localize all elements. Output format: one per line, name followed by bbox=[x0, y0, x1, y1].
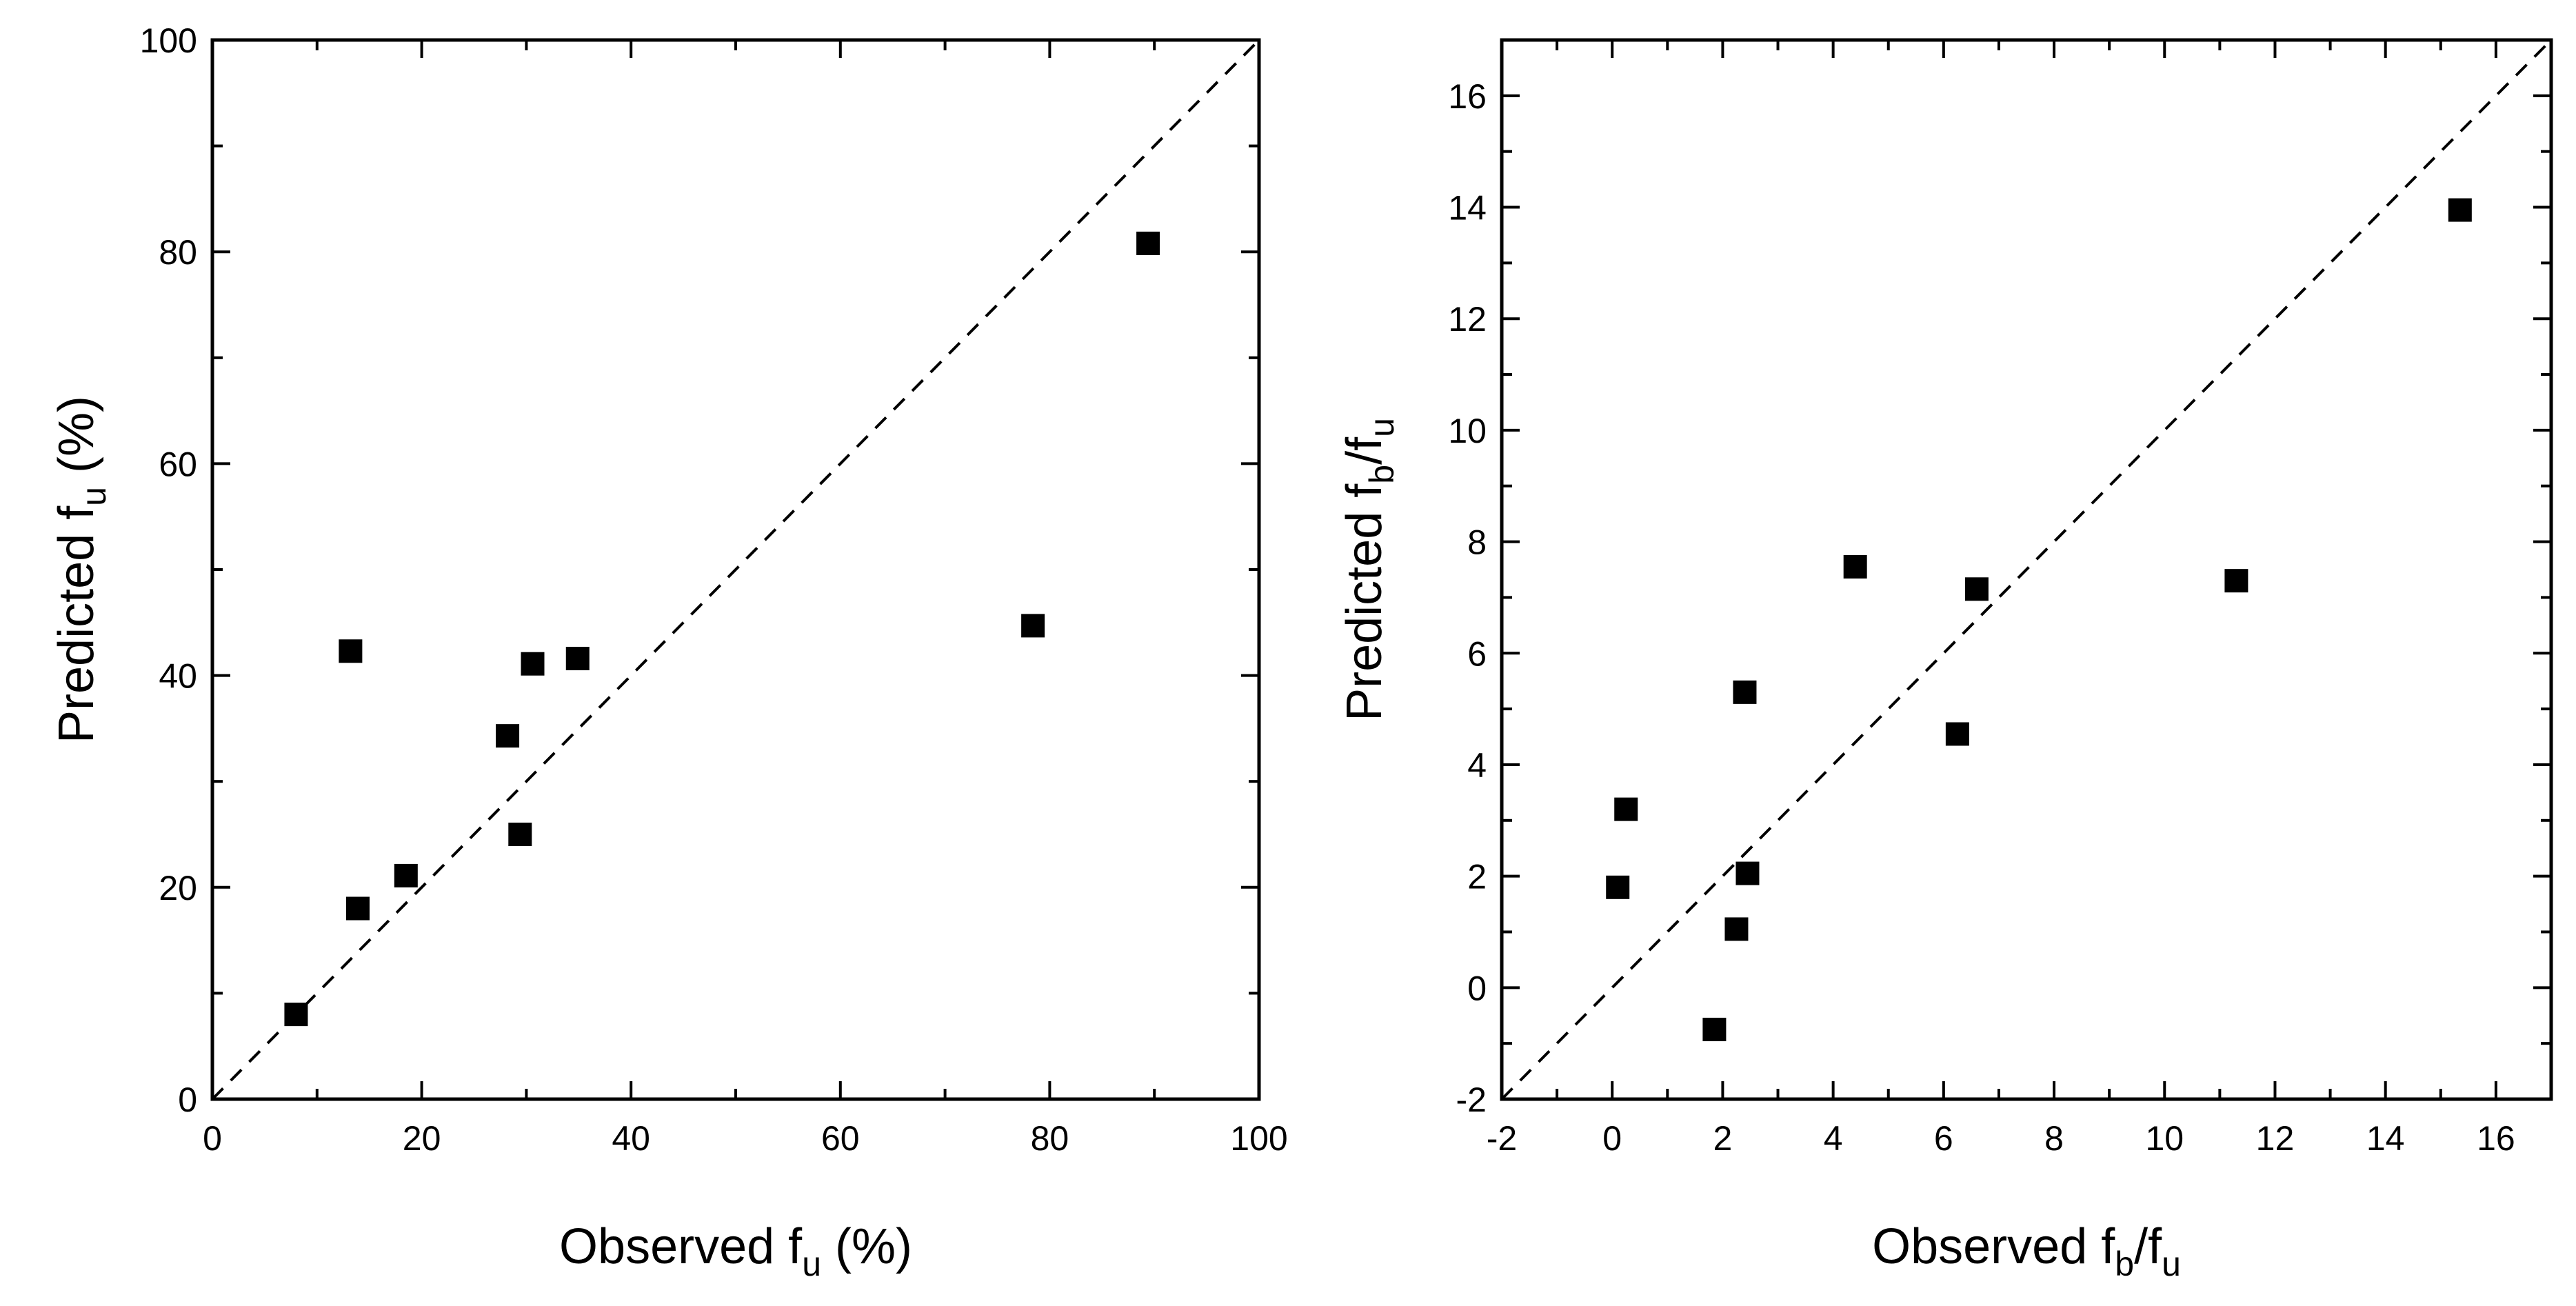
left-chart-plot-frame bbox=[210, 38, 1261, 1101]
right-x-tick-label: 8 bbox=[2044, 1119, 2064, 1158]
left-data-point bbox=[508, 823, 532, 846]
right-x-tick-label: -2 bbox=[1487, 1119, 1517, 1158]
right-x-tick-label: 16 bbox=[2477, 1119, 2515, 1158]
left-data-point bbox=[339, 639, 363, 663]
left-x-label-main: Observed f bbox=[559, 1219, 803, 1274]
right-data-point bbox=[2448, 198, 2472, 222]
left-data-point bbox=[394, 863, 418, 887]
right-x-tick-label: 2 bbox=[1713, 1119, 1733, 1158]
left-y-tick-label: 20 bbox=[159, 869, 197, 907]
right-x-tick-label: 14 bbox=[2366, 1119, 2405, 1158]
right-y-tick-label: 0 bbox=[1467, 969, 1487, 1007]
right-data-point bbox=[1735, 861, 1760, 885]
right-x-tick-label: 4 bbox=[1824, 1119, 1843, 1158]
right-chart-plot-frame bbox=[1500, 38, 2553, 1101]
right-y-label-sub2: u bbox=[1362, 418, 1401, 437]
left-chart-reference-line bbox=[211, 39, 1260, 1101]
right-data-point bbox=[1945, 722, 1969, 746]
left-chart-tick-labels: 0 20 40 60 80 100 0 20 40 60 80 100 bbox=[140, 21, 1288, 1158]
right-y-tick-label: 8 bbox=[1467, 523, 1487, 562]
right-data-point bbox=[2224, 569, 2248, 593]
left-data-point bbox=[565, 647, 590, 671]
right-data-point bbox=[1702, 1017, 1727, 1041]
right-y-tick-label: 16 bbox=[1448, 77, 1487, 116]
right-chart-reference-line bbox=[1500, 39, 2553, 1101]
right-x-tick-label: 6 bbox=[1934, 1119, 1953, 1158]
right-identity-line bbox=[1500, 39, 2553, 1101]
right-y-tick-label: 10 bbox=[1448, 412, 1487, 450]
left-y-tick-label: 80 bbox=[159, 233, 197, 272]
left-x-tick-label: 60 bbox=[821, 1119, 860, 1158]
right-y-tick-label: -2 bbox=[1456, 1081, 1487, 1119]
left-data-point bbox=[1136, 231, 1160, 255]
right-scatter-chart: -2 0 2 4 6 8 10 12 14 16 -2 0 2 4 6 8 10 12 14 16 Observed … bbox=[1337, 38, 2553, 1283]
right-x-label-sub1: b bbox=[2115, 1245, 2134, 1283]
right-data-point bbox=[1843, 554, 1867, 579]
right-x-tick-label: 12 bbox=[2256, 1119, 2295, 1158]
left-y-tick-label: 60 bbox=[159, 445, 197, 483]
left-x-label-sub: u bbox=[802, 1245, 821, 1283]
left-x-tick-label: 0 bbox=[203, 1119, 222, 1158]
left-y-label-suffix: (%) bbox=[49, 396, 104, 487]
right-y-tick-label: 6 bbox=[1467, 634, 1487, 673]
right-y-tick-label: 12 bbox=[1448, 300, 1487, 339]
left-chart-points bbox=[284, 231, 1160, 1027]
right-x-label-mid: /f bbox=[2134, 1219, 2162, 1274]
left-data-point bbox=[284, 1003, 308, 1027]
left-data-point bbox=[496, 724, 520, 748]
right-y-tick-label: 14 bbox=[1448, 189, 1487, 228]
right-data-point bbox=[1964, 577, 1989, 601]
left-data-point bbox=[346, 896, 370, 921]
right-y-tick-label: 2 bbox=[1467, 858, 1487, 896]
right-y-tick-label: 4 bbox=[1467, 746, 1487, 785]
right-x-label-sub2: u bbox=[2162, 1245, 2181, 1283]
left-y-tick-label: 0 bbox=[178, 1081, 197, 1119]
right-x-tick-label: 0 bbox=[1602, 1119, 1622, 1158]
right-x-label-main: Observed f bbox=[1872, 1219, 2115, 1274]
right-data-point bbox=[1606, 875, 1630, 899]
left-y-label-main: Predicted f bbox=[49, 505, 104, 743]
right-chart-points bbox=[1606, 198, 2472, 1041]
left-y-tick-label: 40 bbox=[159, 657, 197, 696]
left-data-point bbox=[1021, 614, 1045, 638]
right-chart-x-axis-label: Observed fb/fu bbox=[1872, 1219, 2181, 1283]
left-x-label-suffix: (%) bbox=[821, 1219, 912, 1274]
left-x-tick-label: 100 bbox=[1230, 1119, 1287, 1158]
left-x-tick-label: 80 bbox=[1031, 1119, 1069, 1158]
left-y-label-sub: u bbox=[74, 487, 113, 506]
left-chart-y-axis-label: Predicted fu (%) bbox=[49, 396, 113, 743]
left-chart-x-axis-label: Observed fu (%) bbox=[559, 1219, 912, 1283]
left-x-tick-label: 40 bbox=[612, 1119, 650, 1158]
right-y-label-main: Predicted f bbox=[1337, 483, 1392, 721]
right-y-label-sub1: b bbox=[1362, 465, 1401, 484]
right-data-point bbox=[1724, 917, 1749, 941]
right-chart-tick-labels: -2 0 2 4 6 8 10 12 14 16 -2 0 2 4 6 8 10 12 14 16 bbox=[1448, 77, 2515, 1158]
right-data-point bbox=[1733, 680, 1757, 704]
right-data-point bbox=[1614, 797, 1638, 821]
right-x-tick-label: 10 bbox=[2145, 1119, 2184, 1158]
left-data-point bbox=[521, 652, 545, 676]
left-x-tick-label: 20 bbox=[403, 1119, 441, 1158]
right-y-label-mid: /f bbox=[1337, 436, 1392, 465]
right-chart-y-axis-label: Predicted fb/fu bbox=[1337, 418, 1401, 721]
left-identity-line bbox=[211, 39, 1260, 1101]
left-y-tick-label: 100 bbox=[140, 21, 197, 60]
